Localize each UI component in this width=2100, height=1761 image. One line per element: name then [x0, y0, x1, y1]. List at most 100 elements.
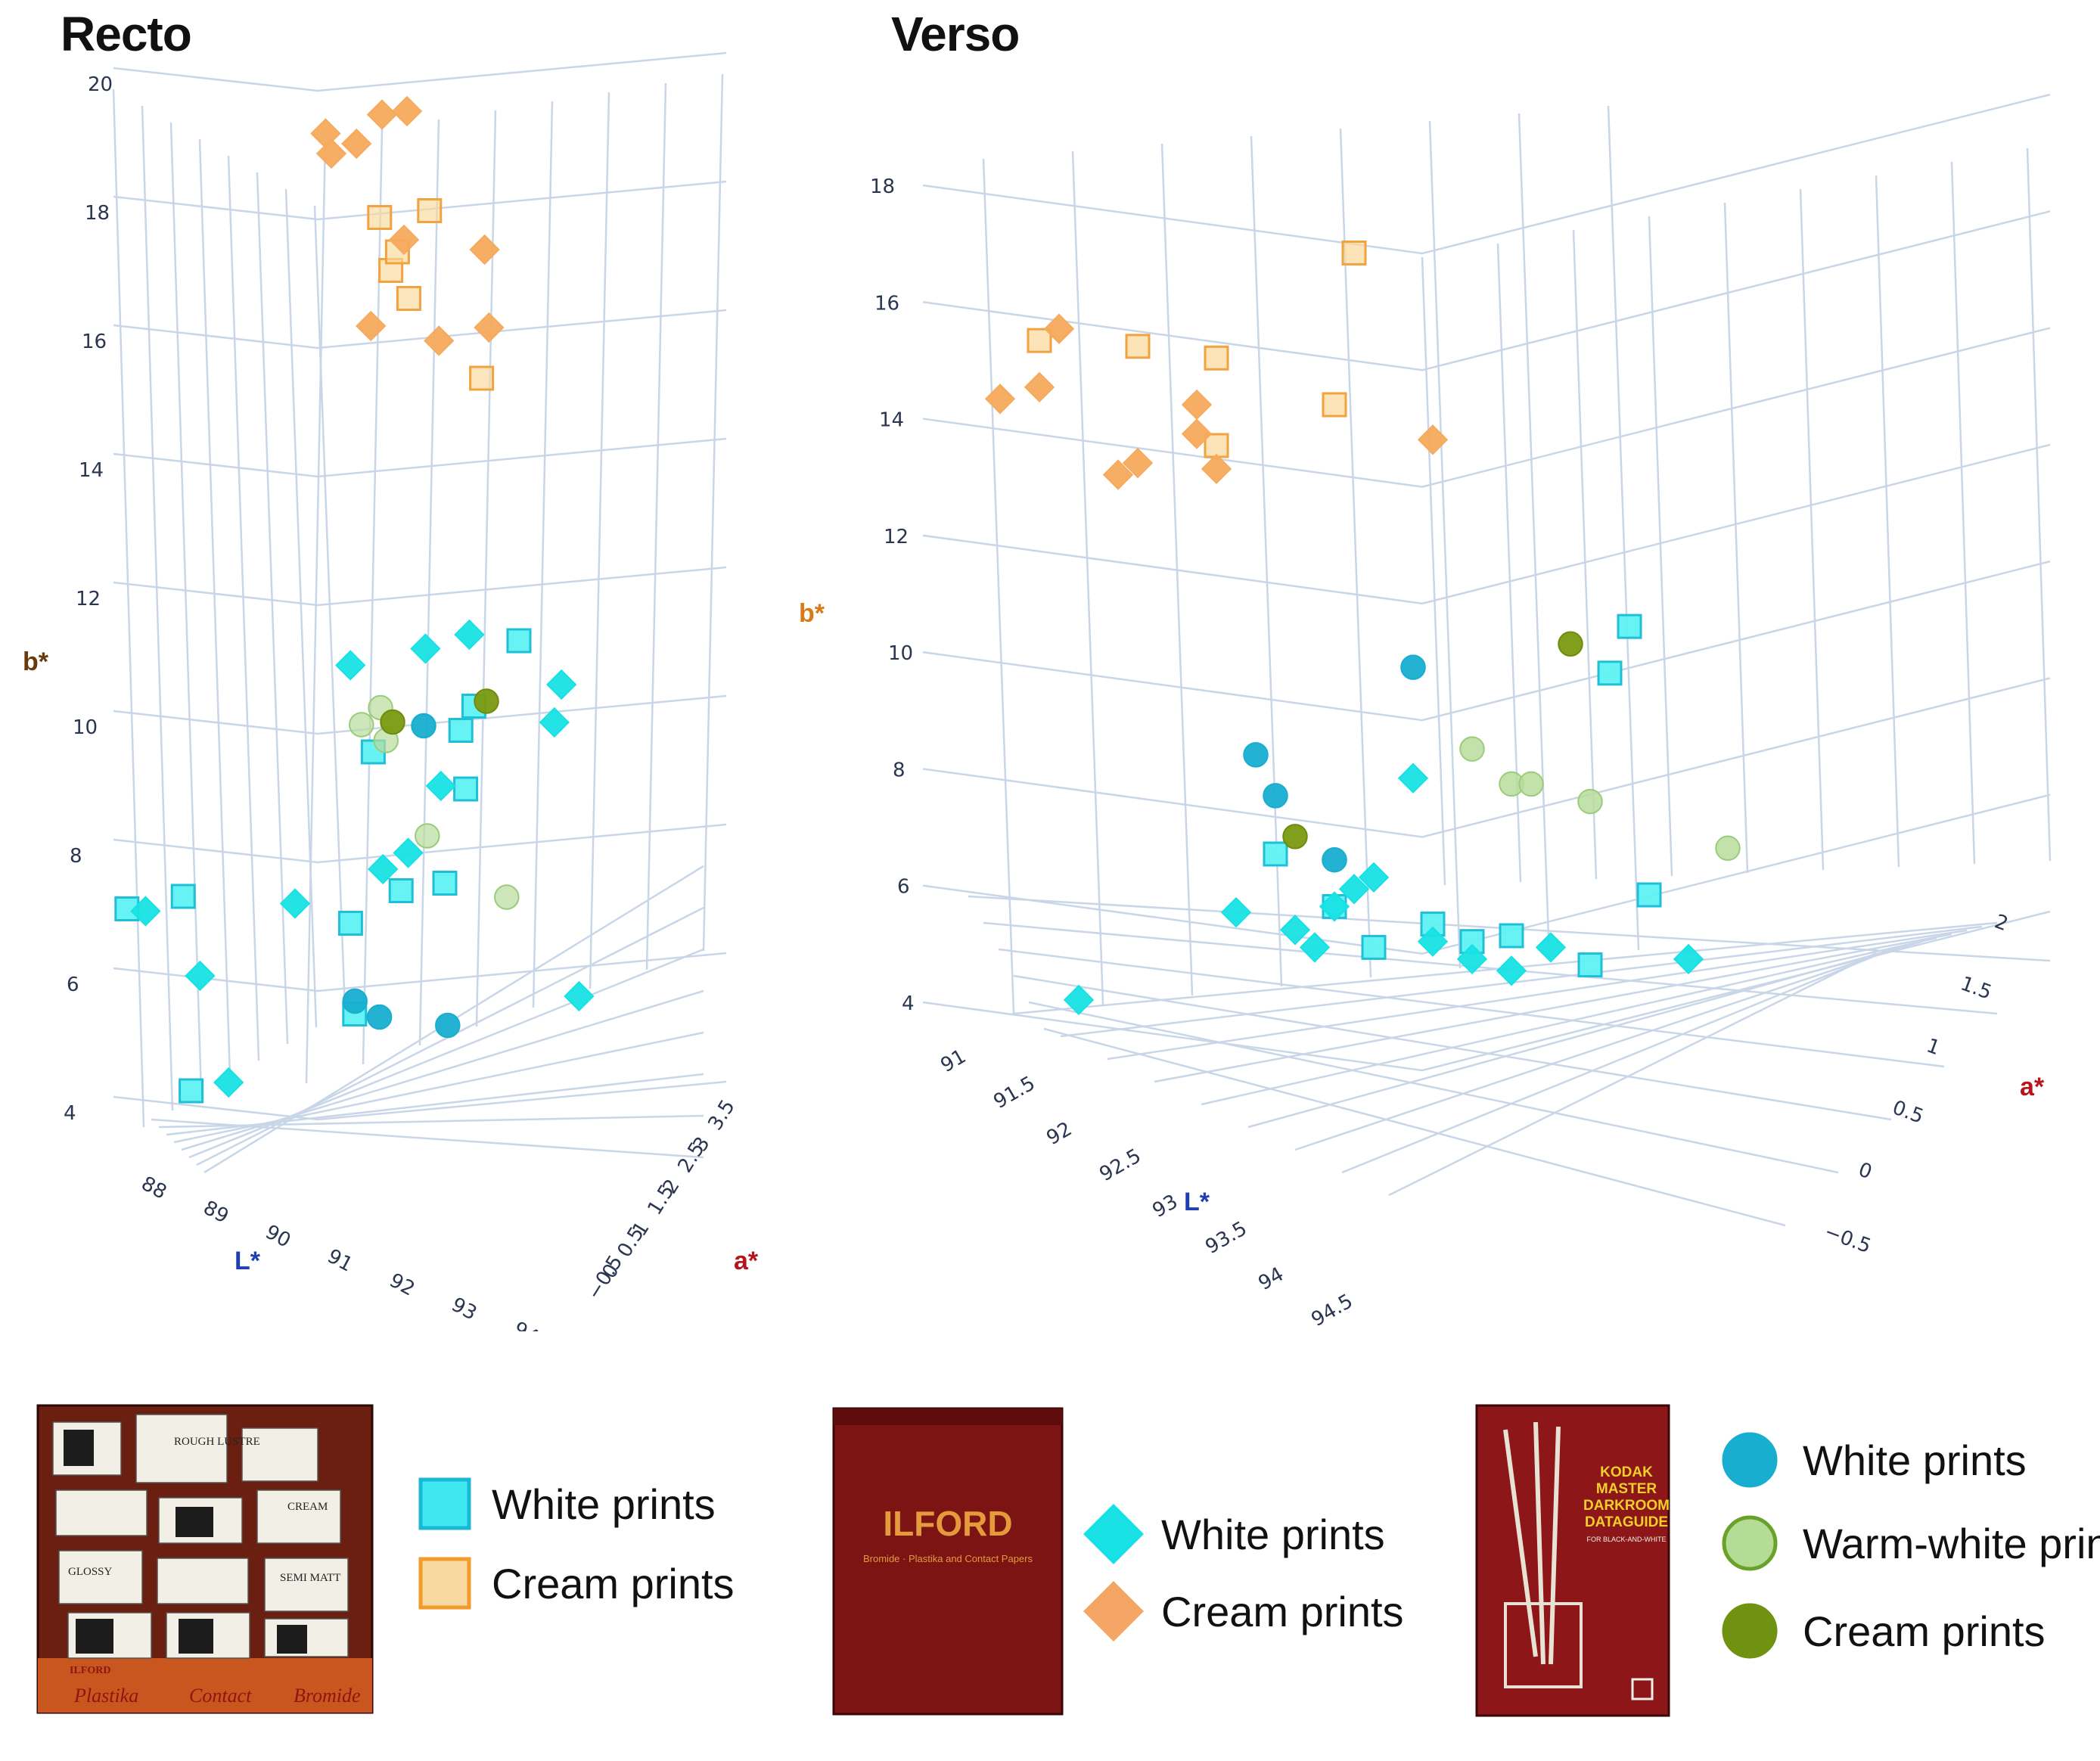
verso-a-tick: 1 — [1924, 1034, 1943, 1060]
legend-label: Cream prints — [492, 1560, 735, 1607]
recto-point — [448, 718, 474, 743]
ilford-boxes-photo: ROUGH LUSTRE GLOSSY SEMI MATT CREAM Plas… — [36, 1404, 374, 1714]
recto-point — [279, 888, 311, 919]
verso-L-tick: 91 — [937, 1045, 971, 1078]
recto-point — [396, 286, 421, 311]
verso-b-tick: 12 — [884, 526, 909, 548]
recto-b-tick: 10 — [73, 716, 98, 739]
recto-point — [506, 628, 532, 654]
verso-point — [1558, 631, 1583, 657]
verso-point — [1043, 313, 1075, 344]
recto-points — [114, 95, 595, 1104]
verso-point — [1322, 846, 1347, 873]
recto-L-axis-title: L* — [235, 1247, 261, 1275]
verso-point — [1358, 862, 1390, 893]
recto-point — [425, 770, 456, 802]
legend-circle-marker — [1722, 1603, 1778, 1659]
recto-point — [393, 837, 424, 868]
recto-point — [432, 871, 458, 896]
verso-point — [1636, 882, 1662, 908]
verso-point — [1499, 923, 1524, 949]
recto-point — [391, 95, 423, 127]
recto-point — [388, 224, 420, 256]
box-label-cream: CREAM — [287, 1501, 328, 1513]
recto-point — [453, 776, 479, 802]
verso-point — [1279, 915, 1311, 946]
kodak-line-5: FOR BLACK-AND-WHITE — [1586, 1536, 1666, 1543]
recto-point — [415, 823, 440, 849]
recto-L-tick: 93 — [448, 1294, 480, 1325]
recto-point — [315, 138, 347, 169]
recto-point — [410, 633, 441, 664]
recto-b-tick: 4 — [64, 1102, 76, 1125]
recto-point — [494, 884, 520, 910]
verso-a-tick: 0 — [1856, 1158, 1875, 1184]
verso-title: Verso — [891, 7, 1020, 61]
verso-b-tick: 8 — [893, 759, 906, 781]
recto-point — [474, 312, 505, 343]
ilford-book-photo: ILFORD Bromide · Plastika and Contact Pa… — [832, 1407, 1064, 1716]
legend-label: Cream prints — [1803, 1607, 2046, 1655]
recto-b-tick: 6 — [67, 974, 79, 996]
verso-point — [1204, 345, 1229, 371]
verso-point — [1617, 613, 1642, 639]
box-label-semi-matt: SEMI MATT — [280, 1572, 340, 1584]
verso-b-tick: 16 — [874, 292, 899, 315]
recto-point — [337, 911, 363, 936]
verso-L-tick: 93.5 — [1202, 1217, 1251, 1259]
verso-points — [984, 240, 1741, 1016]
legend-square-marker — [418, 1557, 471, 1610]
verso-b-tick: 4 — [902, 992, 915, 1015]
verso-point — [1122, 447, 1154, 479]
verso-point — [1361, 934, 1387, 960]
verso-point — [984, 384, 1016, 415]
box-label-ilford: ILFORD — [70, 1665, 110, 1676]
verso-point — [1243, 742, 1269, 768]
verso-point — [1673, 943, 1704, 975]
verso-point — [1263, 783, 1288, 809]
legend-label: White prints — [1161, 1511, 1385, 1558]
verso-L-tick: 92.5 — [1096, 1144, 1145, 1186]
kodak-line-3: DARKROOM — [1583, 1498, 1670, 1514]
verso-b-axis-title: b* — [799, 599, 825, 628]
verso-point — [1024, 371, 1055, 403]
kodak-dataguide-photo: KODAK MASTER DARKROOM DATAGUIDE FOR BLAC… — [1475, 1404, 1670, 1717]
verso-point — [1518, 771, 1544, 797]
recto-L-tick: 88 — [138, 1172, 170, 1204]
recto-L-tick: 92 — [386, 1269, 418, 1301]
recto-b-tick: 16 — [82, 331, 107, 353]
verso-point — [1181, 389, 1213, 421]
legend-circle-marker — [1722, 1432, 1778, 1488]
verso-point — [1319, 891, 1350, 922]
recto-point — [335, 650, 366, 681]
verso-point — [1417, 926, 1449, 957]
verso-point — [1204, 433, 1229, 458]
verso-point — [1322, 392, 1347, 418]
recto-b-tick: 20 — [88, 73, 113, 96]
verso-grid — [922, 93, 2052, 1227]
verso-point — [1456, 943, 1488, 975]
recto-point — [368, 853, 399, 885]
legend-label: White prints — [492, 1480, 716, 1528]
verso-point — [1063, 984, 1095, 1016]
book-brand: ILFORD — [883, 1504, 1012, 1543]
verso-L-tick: 93 — [1149, 1191, 1182, 1223]
verso-a-tick: −0.5 — [1822, 1220, 1875, 1258]
verso-b-tick: 18 — [870, 175, 895, 198]
recto-point — [435, 1012, 461, 1039]
verso-point — [1125, 334, 1151, 359]
verso-point — [1282, 824, 1308, 849]
recto-point — [424, 325, 455, 356]
legend-diamond-marker — [1083, 1504, 1144, 1564]
verso-point — [1299, 932, 1331, 963]
verso-L-tick: 91.5 — [990, 1072, 1039, 1113]
recto-point — [539, 707, 570, 738]
charts-canvas: 4 6 8 10 12 14 16 18 20 88 89 90 91 92 93 94 −0.5 0 0.5 1 1.… — [23, 51, 2052, 1331]
kodak-line-4: DATAGUIDE — [1585, 1514, 1668, 1530]
verso-L-tick: 92 — [1043, 1118, 1076, 1151]
verso-point — [1400, 654, 1426, 680]
verso-a-axis-title: a* — [2020, 1073, 2045, 1101]
verso-point — [1341, 240, 1367, 266]
legend-label: Cream prints — [1161, 1588, 1404, 1635]
verso-point — [1535, 932, 1567, 963]
